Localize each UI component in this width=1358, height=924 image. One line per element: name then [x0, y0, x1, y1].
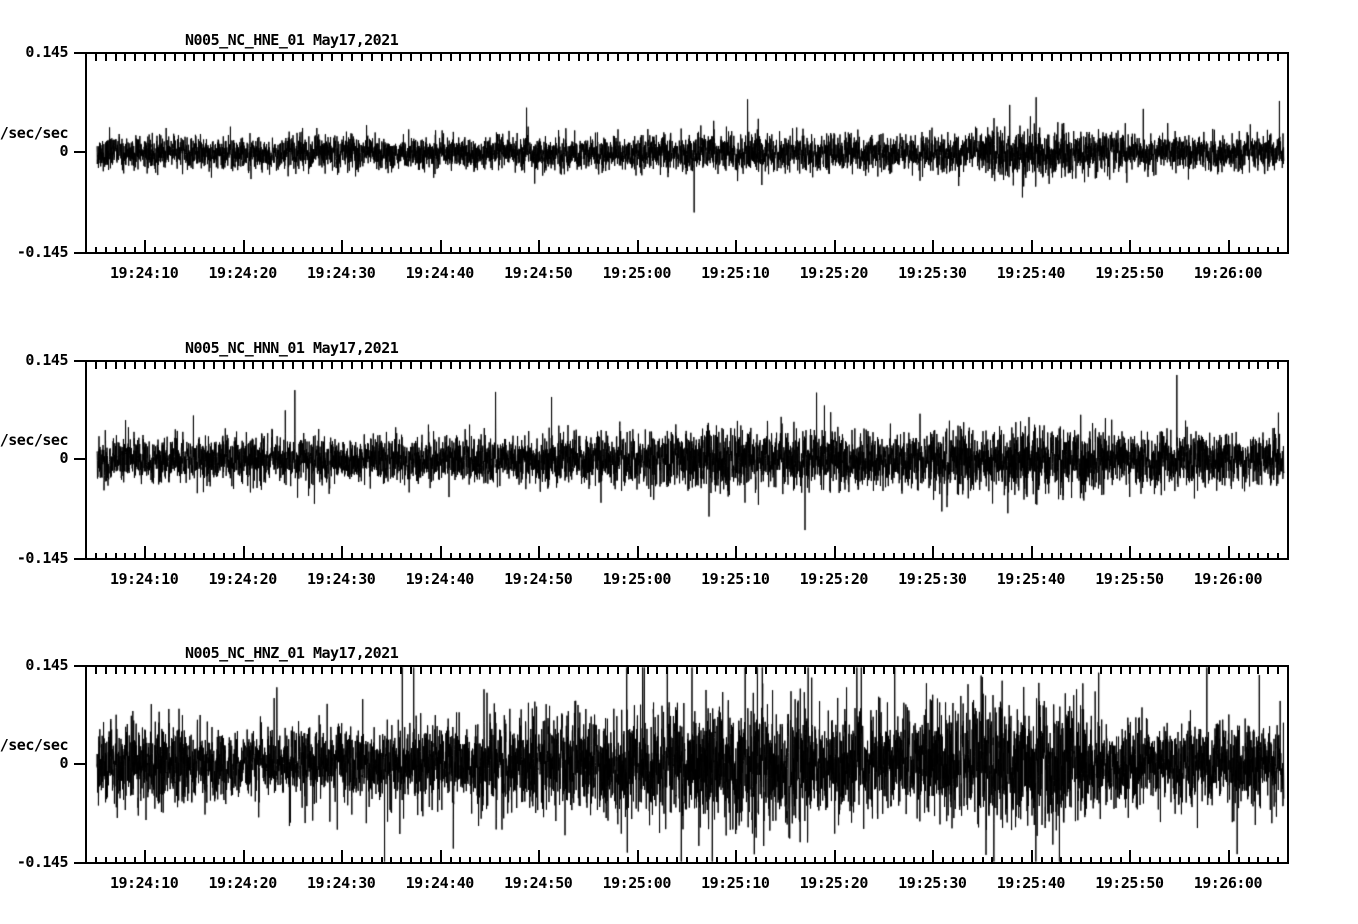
panel-title-hnn: N005_NC_HNN_01 May17,2021	[185, 339, 399, 357]
y-tick-max	[74, 665, 85, 667]
x-axis-label: 19:24:50	[504, 874, 573, 892]
x-axis-label: 19:25:30	[898, 874, 967, 892]
y-tick-max	[74, 52, 85, 54]
x-axis-label: 19:24:50	[504, 570, 573, 588]
y-axis-units-hne: cm/sec/sec	[0, 124, 69, 142]
y-axis-units-hnn: cm/sec/sec	[0, 431, 69, 449]
x-tick-minor	[1287, 553, 1289, 560]
x-tick-top	[85, 362, 87, 369]
x-tick-top	[85, 54, 87, 61]
waveform-trace-hnn	[87, 362, 1287, 558]
x-axis-label: 19:25:10	[701, 570, 770, 588]
y-label-max: 0.145	[25, 351, 68, 369]
waveform-trace-hnz	[87, 667, 1287, 862]
panel-title-hnz: N005_NC_HNZ_01 May17,2021	[185, 644, 399, 662]
y-tick-zero	[74, 151, 85, 153]
x-axis-label: 19:25:30	[898, 570, 967, 588]
y-tick-min	[74, 862, 85, 864]
x-axis-label: 19:25:00	[602, 264, 672, 282]
x-axis-label: 19:25:00	[602, 570, 672, 588]
x-tick-minor	[85, 247, 87, 254]
y-label-zero: 0	[59, 753, 68, 772]
x-tick-top	[85, 667, 87, 674]
x-axis-label: 19:24:50	[504, 264, 573, 282]
x-axis-label: 19:24:10	[109, 570, 179, 588]
x-axis-label: 19:25:40	[996, 874, 1066, 892]
x-tick-minor	[85, 553, 87, 560]
x-axis-label: 19:25:40	[996, 570, 1066, 588]
x-axis-label: 19:25:20	[799, 874, 869, 892]
x-tick-minor	[1287, 247, 1289, 254]
x-axis-label: 19:25:20	[799, 264, 869, 282]
x-axis-label: 19:25:40	[996, 264, 1066, 282]
x-axis-label: 19:24:20	[208, 570, 278, 588]
x-axis-label: 19:25:50	[1095, 570, 1164, 588]
x-axis-label: 19:24:40	[405, 570, 475, 588]
x-axis-label: 19:26:00	[1193, 874, 1263, 892]
y-axis-units-hnz: cm/sec/sec	[0, 735, 69, 754]
x-tick-top	[1287, 362, 1289, 369]
x-tick-minor	[1287, 857, 1289, 864]
y-label-max: 0.145	[25, 43, 68, 61]
x-axis-label: 19:24:30	[307, 874, 376, 892]
x-axis-label: 19:24:30	[307, 264, 376, 282]
x-axis-label: 19:24:40	[405, 264, 475, 282]
y-label-zero: 0	[59, 142, 68, 160]
y-label-zero: 0	[59, 449, 68, 467]
y-tick-min	[74, 558, 85, 560]
x-axis-label: 19:25:50	[1095, 264, 1164, 282]
x-axis-label: 19:25:30	[898, 264, 967, 282]
x-axis-label: 19:25:10	[701, 874, 770, 892]
y-tick-max	[74, 360, 85, 362]
x-tick-top	[1287, 54, 1289, 61]
x-axis-label: 19:25:00	[602, 874, 672, 892]
x-axis-label: 19:24:20	[208, 874, 278, 892]
x-axis-label: 19:24:40	[405, 874, 475, 892]
waveform-trace-hne	[87, 54, 1287, 252]
panel-title-hne: N005_NC_HNE_01 May17,2021	[185, 31, 399, 49]
x-tick-top	[1287, 667, 1289, 674]
y-label-min: -0.145	[16, 853, 69, 871]
y-tick-zero	[74, 762, 85, 765]
x-axis-label: 19:25:10	[701, 264, 770, 282]
x-axis-label: 19:25:50	[1095, 874, 1164, 892]
x-axis-label: 19:24:10	[109, 264, 179, 282]
y-label-max: 0.145	[25, 656, 68, 674]
y-tick-min	[74, 252, 85, 254]
x-tick-minor	[85, 857, 87, 864]
x-axis-label: 19:24:30	[307, 570, 376, 588]
y-label-min: -0.145	[16, 549, 69, 567]
x-axis-label: 19:26:00	[1193, 264, 1263, 282]
y-tick-zero	[74, 458, 85, 460]
x-axis-label: 19:24:20	[208, 264, 278, 282]
x-axis-label: 19:25:20	[799, 570, 869, 588]
x-axis-label: 19:26:00	[1193, 570, 1263, 588]
x-axis-label: 19:24:10	[109, 874, 179, 892]
y-label-min: -0.145	[16, 243, 69, 261]
